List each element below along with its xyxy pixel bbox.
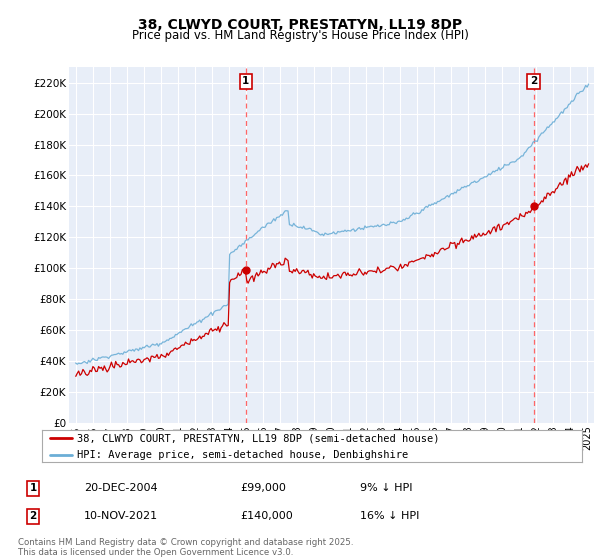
Text: 1: 1 (29, 483, 37, 493)
Text: 1: 1 (242, 76, 250, 86)
Text: 2: 2 (29, 511, 37, 521)
Text: 20-DEC-2004: 20-DEC-2004 (84, 483, 158, 493)
Text: HPI: Average price, semi-detached house, Denbighshire: HPI: Average price, semi-detached house,… (77, 450, 409, 460)
Text: 2: 2 (530, 76, 537, 86)
Text: 38, CLWYD COURT, PRESTATYN, LL19 8DP (semi-detached house): 38, CLWYD COURT, PRESTATYN, LL19 8DP (se… (77, 433, 440, 444)
Text: 38, CLWYD COURT, PRESTATYN, LL19 8DP: 38, CLWYD COURT, PRESTATYN, LL19 8DP (138, 18, 462, 32)
Text: Contains HM Land Registry data © Crown copyright and database right 2025.
This d: Contains HM Land Registry data © Crown c… (18, 538, 353, 557)
Text: 10-NOV-2021: 10-NOV-2021 (84, 511, 158, 521)
Text: 9% ↓ HPI: 9% ↓ HPI (360, 483, 413, 493)
Text: 16% ↓ HPI: 16% ↓ HPI (360, 511, 419, 521)
Text: £140,000: £140,000 (240, 511, 293, 521)
Text: Price paid vs. HM Land Registry's House Price Index (HPI): Price paid vs. HM Land Registry's House … (131, 29, 469, 42)
Text: £99,000: £99,000 (240, 483, 286, 493)
